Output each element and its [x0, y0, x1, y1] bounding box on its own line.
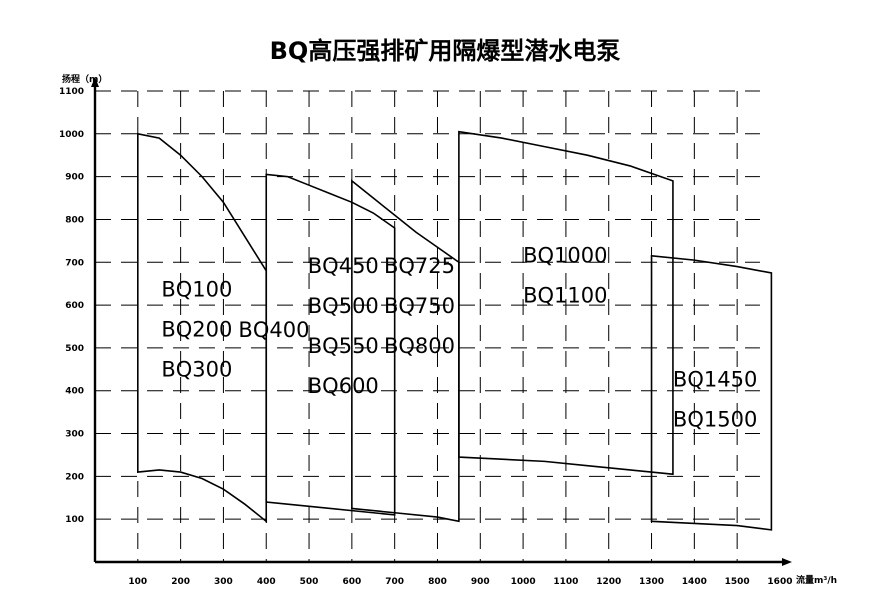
region-outline-1: [265, 173, 396, 516]
y-tick-label: 200: [65, 472, 84, 482]
x-tick-label: 200: [171, 577, 190, 587]
y-tick-label: 500: [65, 344, 84, 354]
region-label-bq450: BQ450: [308, 254, 379, 278]
y-axis-label: 扬程（m）: [62, 73, 107, 85]
region-label-bq750: BQ750: [384, 294, 455, 318]
y-tick-label: 400: [65, 387, 84, 397]
region-outline-5: [650, 254, 773, 531]
region-label-bq600: BQ600: [308, 374, 379, 398]
region-outline-4: [458, 130, 674, 476]
region-label-bq800: BQ800: [384, 334, 455, 358]
x-tick-label: 800: [428, 577, 447, 587]
x-tick-label: 700: [385, 577, 404, 587]
region-label-bq200: BQ200: [161, 318, 232, 342]
x-tick-label: 500: [300, 577, 319, 587]
x-tick-label: 1500: [725, 577, 750, 587]
axes: [91, 76, 792, 566]
x-tick-label: 1600: [767, 577, 792, 587]
region-label-bq400: BQ400: [238, 318, 309, 342]
y-tick-label: 800: [65, 215, 84, 225]
x-tick-label: 1400: [682, 577, 707, 587]
y-tick-label: 300: [65, 430, 84, 440]
x-tick-label: 300: [214, 577, 233, 587]
region-label-bq1100: BQ1100: [523, 283, 607, 307]
tick-labels: 100 200 300 400 500 600 700 800 900 1000 1100 1200 1…: [59, 87, 793, 587]
region-label-bq1500: BQ1500: [673, 407, 757, 431]
y-tick-label: 700: [65, 258, 84, 268]
region-label-bq100: BQ100: [161, 278, 232, 302]
y-axis-arrow: [91, 76, 99, 87]
region-outline-0: [137, 132, 268, 523]
region-label-bq1450: BQ1450: [673, 367, 757, 391]
x-tick-label: 900: [471, 577, 490, 587]
x-tick-label: 1100: [553, 577, 578, 587]
x-tick-label: 1300: [639, 577, 664, 587]
x-axis-arrow: [781, 558, 792, 566]
x-axis-label: 流量m³/h: [796, 574, 837, 586]
y-tick-label: 900: [65, 173, 84, 183]
y-tick-label: 1100: [59, 87, 84, 97]
x-tick-label: 100: [128, 577, 147, 587]
regions: [137, 130, 773, 531]
region-label-bq725: BQ725: [384, 254, 455, 278]
y-tick-label: 100: [65, 515, 84, 525]
x-tick-label: 1000: [511, 577, 536, 587]
x-tick-label: 600: [342, 577, 361, 587]
region-label-bq300: BQ300: [161, 358, 232, 382]
x-tick-label: 400: [257, 577, 276, 587]
y-tick-label: 1000: [59, 130, 84, 140]
region-label-bq1000: BQ1000: [523, 243, 607, 267]
x-tick-label: 1200: [596, 577, 621, 587]
chart-title: BQ高压强排矿用隔爆型潜水电泵: [270, 37, 621, 65]
region-label-bq550: BQ550: [308, 334, 379, 358]
y-tick-label: 600: [65, 301, 84, 311]
region-label-bq500: BQ500: [308, 294, 379, 318]
